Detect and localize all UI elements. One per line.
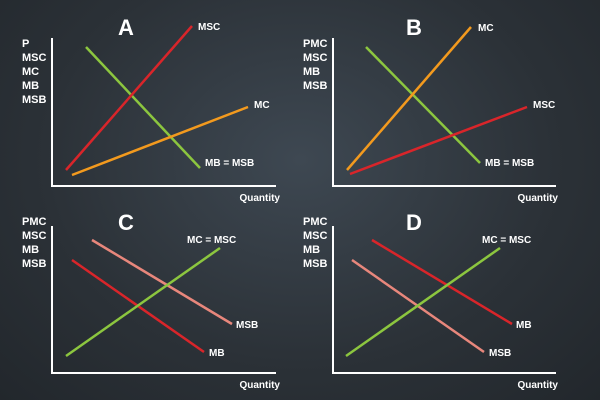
curve-label-msb: MSB xyxy=(236,320,258,331)
y-axis-label: MSC xyxy=(22,230,47,242)
panel-letter: C xyxy=(118,210,134,235)
y-axis-label: MB xyxy=(303,244,320,256)
y-axis-label: MSB xyxy=(303,258,328,270)
y-axis-label: MSC xyxy=(22,52,47,64)
x-axis-label: Quantity xyxy=(239,380,280,391)
curve-label-msc: MSC xyxy=(533,100,555,111)
mb-msb-curve xyxy=(85,46,201,169)
y-axis-label: MSB xyxy=(22,258,47,270)
curve-label-mc-msc: MC = MSC xyxy=(482,235,531,246)
mc-msc-curve xyxy=(345,246,501,358)
curve-label-mc-msc: MC = MSC xyxy=(187,235,236,246)
curve-label-mb: MB xyxy=(209,348,225,359)
y-axis-label: MSC xyxy=(303,230,328,242)
mb-msb-curve xyxy=(365,46,481,164)
panel-letter: B xyxy=(406,15,422,40)
y-axis-label: MB xyxy=(22,244,39,256)
y-axis-label: MB xyxy=(22,80,39,92)
y-axis-label: MSB xyxy=(303,80,328,92)
panel-letter: D xyxy=(406,210,422,235)
curve-label-msb: MSB xyxy=(489,348,511,359)
curve-label-mc: MC xyxy=(478,23,494,34)
x-axis-label: Quantity xyxy=(517,193,558,204)
mc-curve xyxy=(346,26,472,171)
curve-label-msc: MSC xyxy=(198,22,220,33)
axes xyxy=(332,38,556,187)
y-axis-label: PMC xyxy=(22,216,47,228)
y-axis-label: PMC xyxy=(303,216,328,228)
axes xyxy=(51,226,276,374)
y-axis-label: MC xyxy=(22,66,39,78)
y-axis-label: P xyxy=(22,38,29,50)
x-axis-label: Quantity xyxy=(517,380,558,391)
y-axis-label: MSB xyxy=(22,94,47,106)
curve-label-mc: MC xyxy=(254,100,270,111)
curve-label-mb-msb: MB = MSB xyxy=(205,158,254,169)
curve-label-mb-msb: MB = MSB xyxy=(485,158,534,169)
panel-d: D PMC MSC MB MSB MC = MSC MB MSB Quantit… xyxy=(303,210,558,391)
msc-curve xyxy=(349,105,528,176)
y-axis-label: PMC xyxy=(303,38,328,50)
panel-letter: A xyxy=(118,15,134,40)
panel-a: A P MSC MC MB MSB MSC MC MB = MSB Quanti… xyxy=(22,15,280,204)
y-axis-label: MSC xyxy=(303,52,328,64)
axes xyxy=(51,38,276,187)
msc-curve xyxy=(65,25,193,171)
mc-curve xyxy=(71,105,249,177)
panel-c: C PMC MSC MB MSB MC = MSC MSB MB Quantit… xyxy=(22,210,280,391)
mc-msc-curve xyxy=(65,246,221,358)
x-axis-label: Quantity xyxy=(239,193,280,204)
msb-curve xyxy=(91,238,233,326)
mb-curve xyxy=(371,238,513,326)
axes xyxy=(332,226,556,374)
curve-label-mb: MB xyxy=(516,320,532,331)
y-axis-label: MB xyxy=(303,66,320,78)
panel-b: B PMC MSC MB MSB MC MSC MB = MSB Quantit… xyxy=(303,15,558,204)
